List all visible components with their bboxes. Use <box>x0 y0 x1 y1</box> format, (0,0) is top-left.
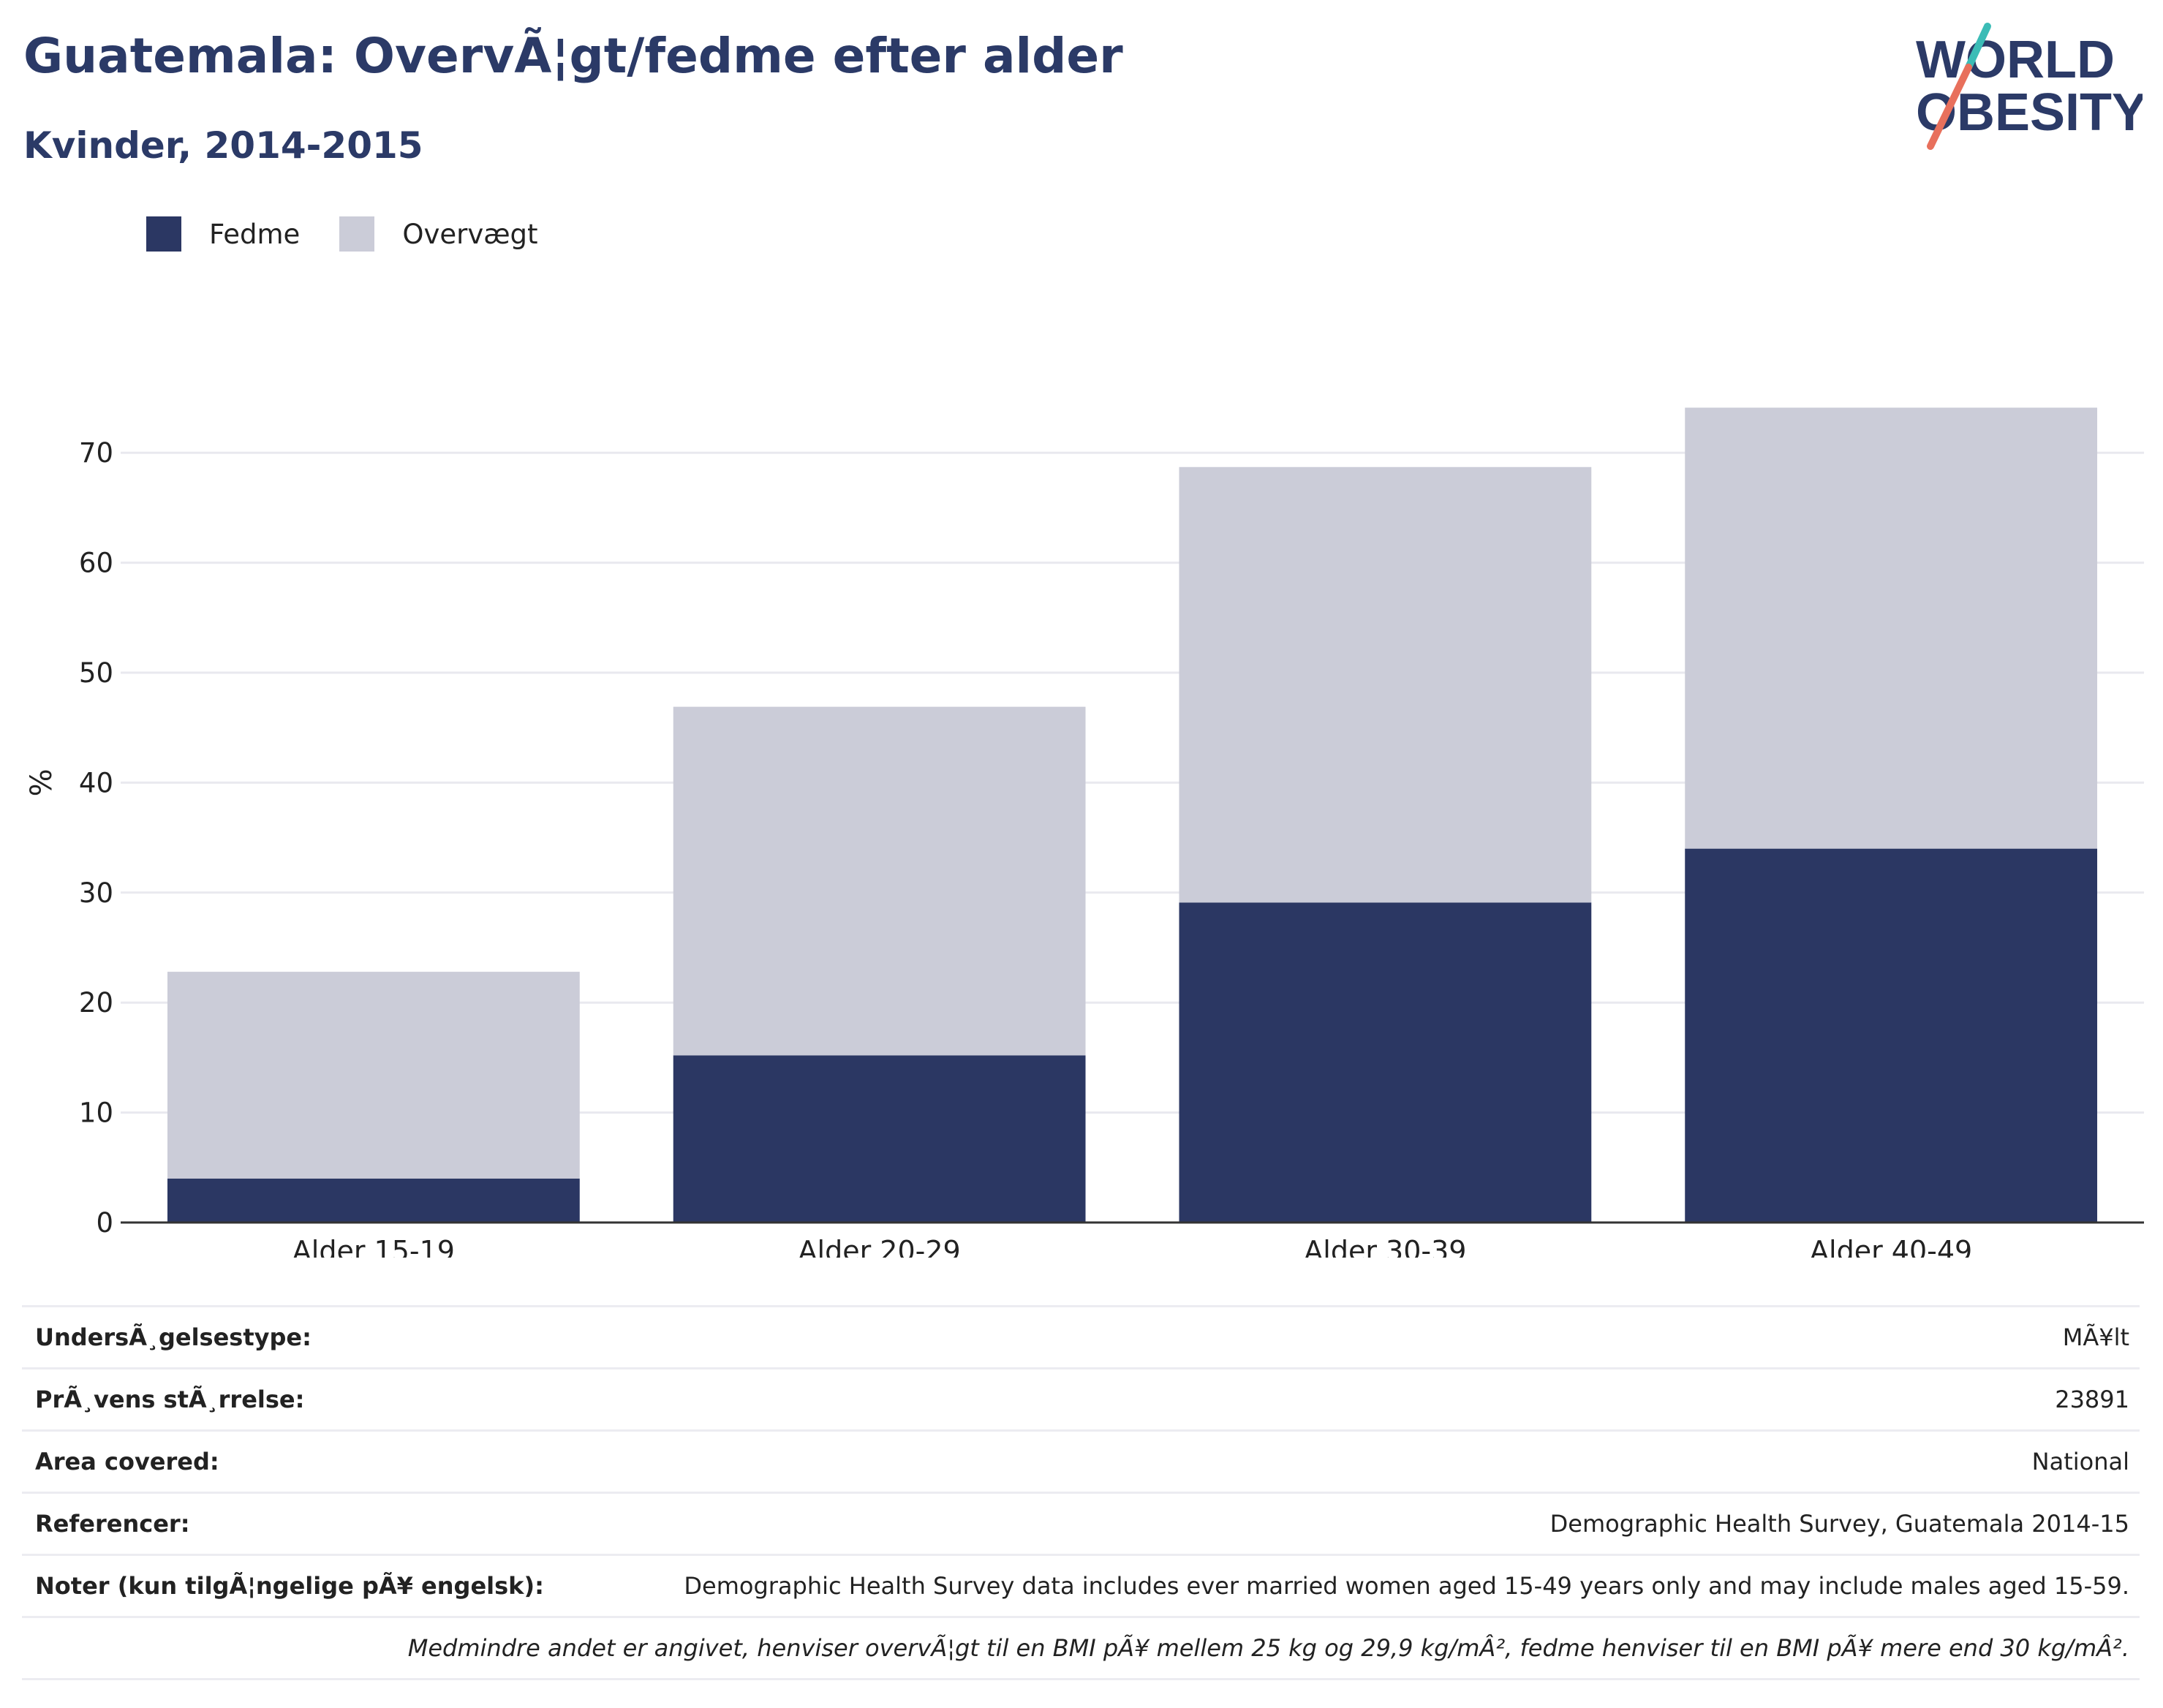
info-key: Area covered: <box>35 1448 219 1475</box>
info-footnote-row: Medmindre andet er angivet, henviser ove… <box>22 1616 2140 1680</box>
info-row-references: Referencer: Demographic Health Survey, G… <box>22 1492 2140 1554</box>
y-tick-label: 0 <box>96 1207 113 1239</box>
y-tick-label: 30 <box>79 877 113 909</box>
info-value: 23891 <box>2055 1386 2129 1413</box>
chart-subtitle: Kvinder, 2014-2015 <box>23 124 423 167</box>
info-value: MÃ¥lt <box>2062 1323 2129 1351</box>
info-table: UndersÃ¸gelsestype: MÃ¥lt PrÃ¸vens stÃ¸r… <box>22 1305 2140 1680</box>
info-key: Referencer: <box>35 1510 190 1538</box>
bar-fedme <box>167 1178 580 1223</box>
info-row-sample-size: PrÃ¸vens stÃ¸rrelse: 23891 <box>22 1367 2140 1429</box>
footnote: Medmindre andet er angivet, henviser ove… <box>407 1634 2129 1662</box>
legend-label-fedme: Fedme <box>209 218 301 250</box>
bar-fedme <box>673 1055 1086 1223</box>
world-obesity-logo: WORLD OBESITY <box>1916 23 2143 150</box>
legend-label-overvaegt: Overvægt <box>402 218 538 250</box>
y-tick-label: 60 <box>79 548 113 579</box>
x-tick-label: Alder 20-29 <box>799 1235 961 1258</box>
x-tick-label: Alder 40-49 <box>1810 1235 1972 1258</box>
bar-overvaegt <box>673 706 1086 1056</box>
bar-overvaegt <box>1685 407 2098 849</box>
y-tick-label: 50 <box>79 657 113 689</box>
info-key: PrÃ¸vens stÃ¸rrelse: <box>35 1386 305 1413</box>
bar-overvaegt <box>167 972 580 1179</box>
x-tick-label: Alder 15-19 <box>292 1235 455 1258</box>
info-row-survey-type: UndersÃ¸gelsestype: MÃ¥lt <box>22 1305 2140 1367</box>
bar-fedme <box>1179 902 1592 1223</box>
bar-fedme <box>1685 848 2098 1223</box>
bar-overvaegt <box>1179 466 1592 903</box>
legend-swatch-fedme <box>146 216 181 252</box>
y-tick-label: 70 <box>79 437 113 469</box>
y-tick-label: 20 <box>79 987 113 1019</box>
info-row-notes: Noter (kun tilgÃ¦ngelige pÃ¥ engelsk): D… <box>22 1554 2140 1616</box>
info-key: Noter (kun tilgÃ¦ngelige pÃ¥ engelsk): <box>35 1572 544 1600</box>
info-value: Demographic Health Survey, Guatemala 201… <box>1549 1510 2129 1538</box>
legend-item-fedme[interactable]: Fedme <box>146 216 300 252</box>
legend-swatch-overvaegt <box>339 216 375 252</box>
y-tick-label: 10 <box>79 1097 113 1129</box>
svg-text:WORLD: WORLD <box>1916 31 2115 89</box>
legend: Fedme Overvægt <box>146 216 578 252</box>
x-tick-label: Alder 30-39 <box>1304 1235 1466 1258</box>
legend-item-overvaegt[interactable]: Overvægt <box>339 216 538 252</box>
info-value: Demographic Health Survey data includes … <box>684 1572 2129 1600</box>
stacked-bar-chart: 0 10 20 30 40 50 60 70% Alder 15-19 Alder 20-29 Al… <box>25 407 2144 1258</box>
info-value: National <box>2031 1448 2129 1475</box>
info-row-area-covered: Area covered: National <box>22 1429 2140 1492</box>
info-key: UndersÃ¸gelsestype: <box>35 1323 312 1351</box>
y-axis-label: % <box>25 768 58 796</box>
y-tick-label: 40 <box>79 767 113 798</box>
chart-title: Guatemala: OvervÃ¦gt/fedme efter alder <box>23 28 1123 84</box>
